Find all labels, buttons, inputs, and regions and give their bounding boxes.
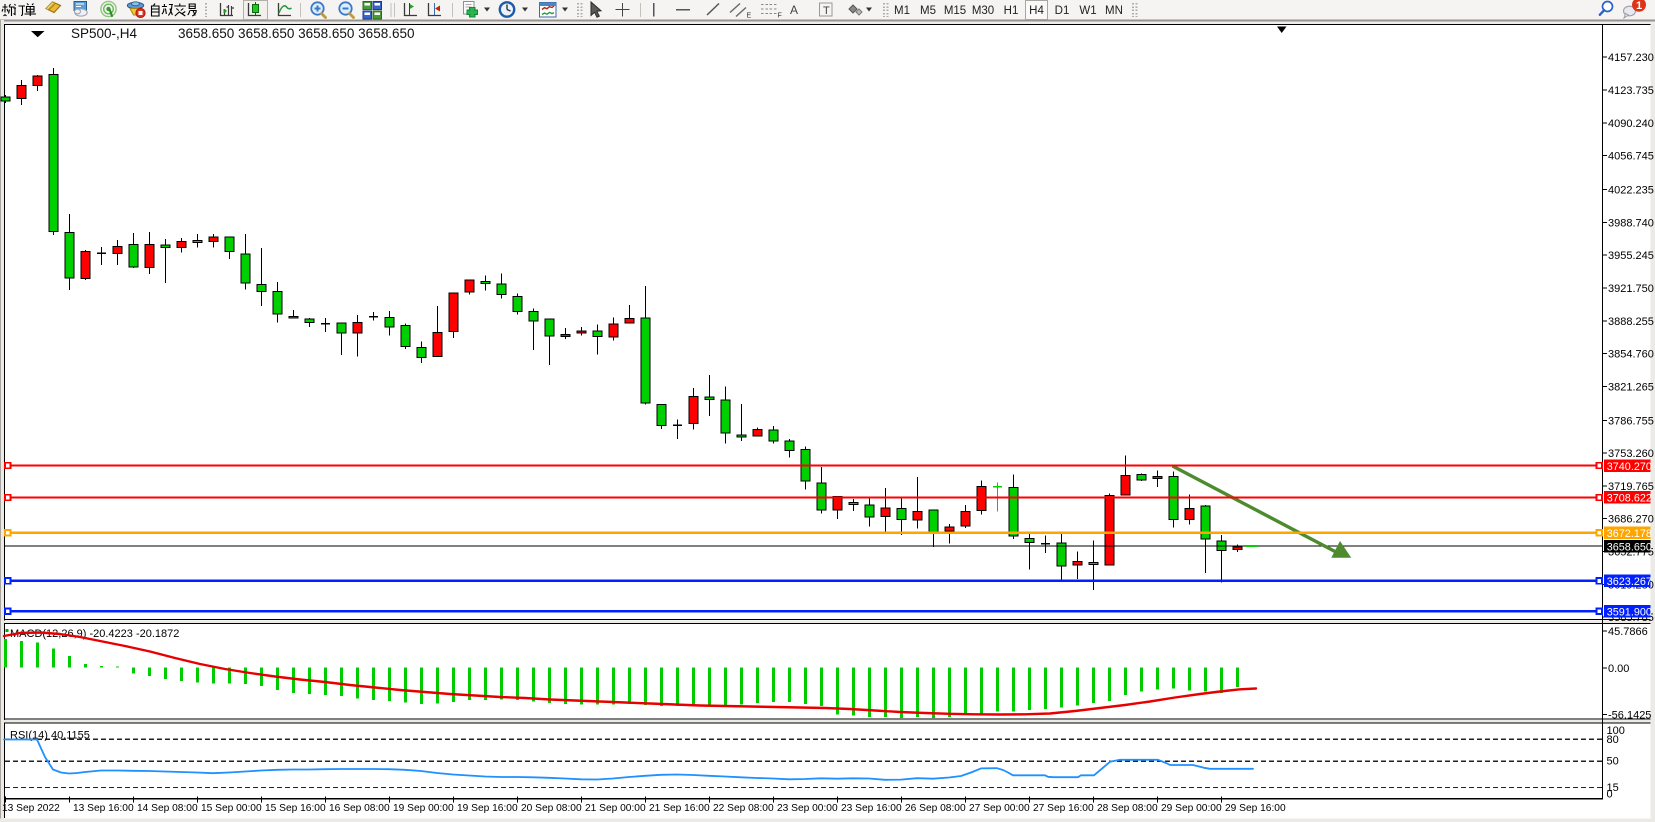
svg-text:M30: M30 <box>972 5 994 17</box>
svg-text:3921.750: 3921.750 <box>1608 283 1654 295</box>
svg-text:100: 100 <box>1607 725 1625 737</box>
svg-text:SP500-,H4: SP500-,H4 <box>71 26 138 41</box>
svg-text:3854.760: 3854.760 <box>1608 349 1654 361</box>
svg-text:4090.240: 4090.240 <box>1608 118 1654 130</box>
svg-text:23 Sep 16:00: 23 Sep 16:00 <box>841 803 902 814</box>
svg-text:4022.235: 4022.235 <box>1608 185 1654 197</box>
svg-text:1: 1 <box>1636 0 1642 12</box>
svg-text:3786.755: 3786.755 <box>1608 415 1654 427</box>
svg-text:4157.230: 4157.230 <box>1608 52 1654 64</box>
svg-text:80: 80 <box>1607 734 1619 746</box>
svg-text:3591.900: 3591.900 <box>1607 607 1652 619</box>
svg-text:3988.740: 3988.740 <box>1608 217 1654 229</box>
svg-text:50: 50 <box>1607 756 1619 768</box>
svg-text:3658.650: 3658.650 <box>1607 542 1652 554</box>
svg-text:3821.265: 3821.265 <box>1608 381 1654 393</box>
svg-text:21 Sep 16:00: 21 Sep 16:00 <box>649 803 710 814</box>
svg-text:29 Sep 16:00: 29 Sep 16:00 <box>1225 803 1286 814</box>
svg-text:D1: D1 <box>1055 5 1070 17</box>
svg-text:T: T <box>823 5 830 17</box>
svg-text:F: F <box>778 13 782 20</box>
svg-text:14 Sep 08:00: 14 Sep 08:00 <box>137 803 198 814</box>
svg-text:M15: M15 <box>944 5 966 17</box>
svg-text:3708.622: 3708.622 <box>1607 493 1652 505</box>
svg-text:A: A <box>790 3 798 17</box>
svg-text:13 Sep 2022: 13 Sep 2022 <box>2 803 60 814</box>
svg-text:19 Sep 16:00: 19 Sep 16:00 <box>457 803 518 814</box>
svg-text:4123.735: 4123.735 <box>1608 85 1654 97</box>
svg-text:22 Sep 08:00: 22 Sep 08:00 <box>713 803 774 814</box>
svg-text:3686.270: 3686.270 <box>1608 514 1654 526</box>
svg-text:27 Sep 00:00: 27 Sep 00:00 <box>969 803 1030 814</box>
svg-text:-56.1425: -56.1425 <box>1608 710 1651 722</box>
svg-text:20 Sep 08:00: 20 Sep 08:00 <box>521 803 582 814</box>
svg-text:M1: M1 <box>894 5 910 17</box>
svg-text:H4: H4 <box>1029 5 1044 17</box>
svg-text:3719.765: 3719.765 <box>1608 481 1654 493</box>
svg-text:15 Sep 00:00: 15 Sep 00:00 <box>201 803 262 814</box>
svg-text:3888.255: 3888.255 <box>1608 316 1654 328</box>
svg-text:MACD(12,26,9) -20.4223 -20.187: MACD(12,26,9) -20.4223 -20.1872 <box>10 628 179 640</box>
svg-text:W1: W1 <box>1079 5 1096 17</box>
svg-text:3753.260: 3753.260 <box>1608 448 1654 460</box>
svg-text:16 Sep 08:00: 16 Sep 08:00 <box>329 803 390 814</box>
svg-text:28 Sep 08:00: 28 Sep 08:00 <box>1097 803 1158 814</box>
svg-text:29 Sep 00:00: 29 Sep 00:00 <box>1161 803 1222 814</box>
svg-text:26 Sep 08:00: 26 Sep 08:00 <box>905 803 966 814</box>
svg-text:3658.650 3658.650 3658.650 365: 3658.650 3658.650 3658.650 3658.650 <box>178 26 414 41</box>
svg-text:23 Sep 00:00: 23 Sep 00:00 <box>777 803 838 814</box>
svg-text:4056.745: 4056.745 <box>1608 151 1654 163</box>
svg-text:15 Sep 16:00: 15 Sep 16:00 <box>265 803 326 814</box>
svg-text:45.7866: 45.7866 <box>1608 626 1648 638</box>
svg-text:0.00: 0.00 <box>1608 663 1629 675</box>
svg-text:H1: H1 <box>1004 5 1019 17</box>
svg-text:MN: MN <box>1105 5 1123 17</box>
svg-text:21 Sep 00:00: 21 Sep 00:00 <box>585 803 646 814</box>
svg-text:13 Sep 16:00: 13 Sep 16:00 <box>73 803 134 814</box>
svg-text:15: 15 <box>1607 782 1619 794</box>
svg-text:E: E <box>747 13 752 20</box>
svg-text:3740.270: 3740.270 <box>1607 461 1652 473</box>
svg-text:3623.267: 3623.267 <box>1607 576 1652 588</box>
svg-text:0: 0 <box>1607 788 1613 800</box>
svg-text:RSI(14) 40.1155: RSI(14) 40.1155 <box>10 730 90 742</box>
svg-text:3672.178: 3672.178 <box>1607 528 1652 540</box>
svg-text:M5: M5 <box>920 5 936 17</box>
svg-text:19 Sep 00:00: 19 Sep 00:00 <box>393 803 454 814</box>
svg-text:27 Sep 16:00: 27 Sep 16:00 <box>1033 803 1094 814</box>
svg-text:3955.245: 3955.245 <box>1608 250 1654 262</box>
